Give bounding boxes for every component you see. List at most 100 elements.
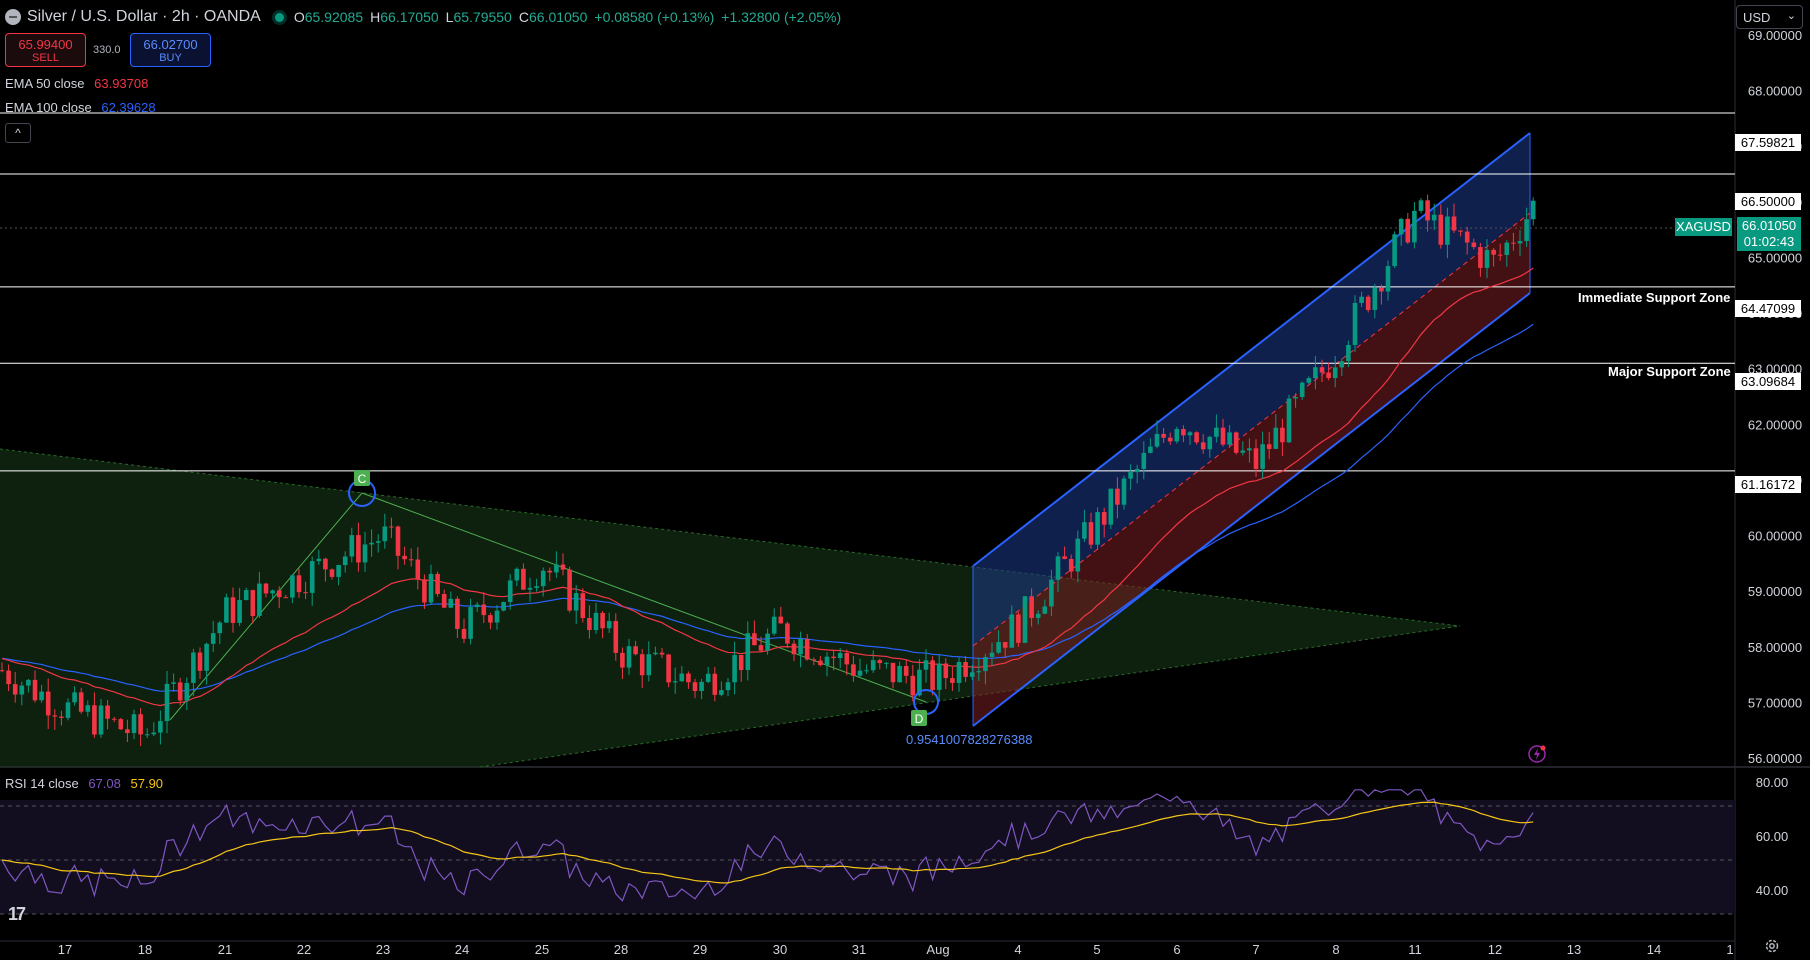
- close-label: C: [518, 9, 529, 25]
- channel-mid-line[interactable]: [972, 212, 1531, 647]
- candle-body-224: [1478, 247, 1483, 268]
- candle-body-105: [692, 682, 698, 692]
- rsi-legend[interactable]: RSI 14 close 67.08 57.90: [5, 776, 163, 791]
- price-tick-0: 69.00000: [1748, 28, 1802, 43]
- settings-gear-icon[interactable]: [1764, 938, 1780, 954]
- candle-body-211: [1392, 234, 1397, 267]
- symbol-title[interactable]: Silver / U.S. Dollar · 2h · OANDA: [27, 8, 261, 25]
- candle-body-53: [349, 535, 355, 557]
- candle-body-209: [1379, 287, 1384, 292]
- candle-body-164: [1082, 522, 1087, 539]
- rsi-axis[interactable]: 80.00 60.00 40.00: [1756, 775, 1789, 898]
- point-c-badge[interactable]: [354, 470, 370, 486]
- candle-body-27: [177, 682, 183, 701]
- buy-button[interactable]: 66.02700 BUY: [130, 33, 211, 67]
- rsi-tick-2: 40.00: [1756, 883, 1789, 898]
- candle-body-210: [1385, 266, 1391, 292]
- spread-value: 330.0: [93, 44, 121, 56]
- candle-body-173: [1141, 452, 1147, 469]
- candle-body-73: [481, 604, 487, 616]
- candle-body-208: [1372, 287, 1378, 310]
- candle-body-150: [989, 652, 995, 657]
- candle-body-117: [771, 616, 777, 634]
- triangle-upper-line[interactable]: [0, 448, 1461, 627]
- immediate-support-label[interactable]: Immediate Support Zone: [1578, 290, 1731, 305]
- level-tag-4[interactable]: 63.09684: [1735, 373, 1801, 390]
- sell-button[interactable]: 65.99400 SELL: [5, 33, 86, 67]
- candle-body-108: [712, 673, 718, 695]
- channel-bottom-line[interactable]: [972, 292, 1531, 727]
- candle-body-55: [362, 544, 368, 563]
- channel-top-line[interactable]: [972, 132, 1531, 567]
- candle-body-157: [1035, 613, 1041, 618]
- abcd-pattern-line[interactable]: [169, 492, 927, 721]
- candle-body-94: [620, 652, 625, 668]
- time-axis[interactable]: 17 18 21 22 23 24 25 28 29 30 31 Aug 4 5 6 7 8 11 12 13 14 1: [58, 942, 1734, 957]
- candle-body-215: [1418, 200, 1424, 211]
- buy-price: 66.02700: [143, 36, 198, 52]
- triangle-pattern[interactable]: [0, 449, 1460, 767]
- ema50-value: 63.93708: [94, 76, 149, 91]
- candle-body-194: [1280, 427, 1285, 443]
- candle-body-231: [1524, 219, 1529, 241]
- candles[interactable]: [0, 194, 1536, 747]
- major-support-label[interactable]: Major Support Zone: [1608, 364, 1731, 379]
- rsi-lines[interactable]: [1, 789, 1534, 902]
- point-d-badge[interactable]: [911, 710, 927, 726]
- candle-body-128: [844, 653, 850, 665]
- candle-body-66: [435, 573, 440, 594]
- rsi-label: RSI 14 close: [5, 776, 79, 791]
- candle-body-93: [613, 621, 619, 653]
- candle-body-116: [765, 633, 770, 651]
- candle-body-193: [1273, 427, 1279, 449]
- ema50-legend[interactable]: EMA 50 close 63.93708: [5, 76, 148, 91]
- candle-body-51: [336, 565, 341, 577]
- candle-body-19: [125, 729, 130, 734]
- rsi-band-background: [0, 800, 1735, 914]
- candle-body-130: [857, 670, 863, 676]
- ema50-label: EMA 50 close: [5, 76, 85, 91]
- currency-select[interactable]: USD ⌄: [1736, 5, 1803, 29]
- candle-body-47: [309, 561, 315, 593]
- candle-body-131: [864, 670, 869, 672]
- candle-body-144: [950, 678, 955, 683]
- time-tick-18: 12: [1488, 942, 1502, 957]
- candle-body-88: [580, 593, 586, 619]
- candle-body-203: [1339, 361, 1345, 368]
- ema100-legend[interactable]: EMA 100 close 62.39628: [5, 100, 156, 115]
- time-tick-16: 8: [1332, 942, 1339, 957]
- alert-icon[interactable]: [1527, 744, 1547, 764]
- candle-body-8: [52, 715, 58, 717]
- candle-body-99: [653, 652, 658, 655]
- candle-body-183: [1207, 436, 1213, 450]
- level-tag-2[interactable]: 66.50000: [1735, 193, 1801, 210]
- horizontal-levels[interactable]: [0, 112, 1735, 472]
- candle-body-190: [1253, 448, 1259, 469]
- candle-body-172: [1134, 468, 1140, 473]
- candle-body-227: [1497, 254, 1503, 256]
- level-tag-1[interactable]: 67.59821: [1735, 134, 1801, 151]
- tradingview-logo-icon[interactable]: 17: [8, 904, 26, 924]
- candle-body-118: [778, 616, 784, 624]
- candle-body-189: [1247, 448, 1252, 451]
- candle-body-34: [224, 597, 229, 623]
- time-tick-7: 28: [614, 942, 628, 957]
- candle-body-0: [0, 670, 5, 672]
- candle-body-61: [402, 555, 407, 560]
- candle-body-79: [521, 568, 526, 590]
- time-tick-14: 6: [1173, 942, 1180, 957]
- price-tick-9: 60.00000: [1748, 529, 1802, 544]
- level-tag-3[interactable]: 64.47099: [1735, 300, 1801, 317]
- level-tag-5[interactable]: 61.16172: [1735, 476, 1801, 493]
- time-tick-12: 4: [1014, 942, 1021, 957]
- collapse-legend-button[interactable]: ^: [5, 123, 31, 143]
- candle-body-124: [818, 660, 823, 666]
- candle-body-97: [639, 654, 645, 676]
- channel-lower-half[interactable]: [973, 213, 1530, 726]
- candle-body-136: [897, 665, 902, 683]
- candle-body-202: [1332, 367, 1338, 379]
- candle-body-143: [943, 663, 949, 679]
- candle-body-46: [303, 592, 308, 594]
